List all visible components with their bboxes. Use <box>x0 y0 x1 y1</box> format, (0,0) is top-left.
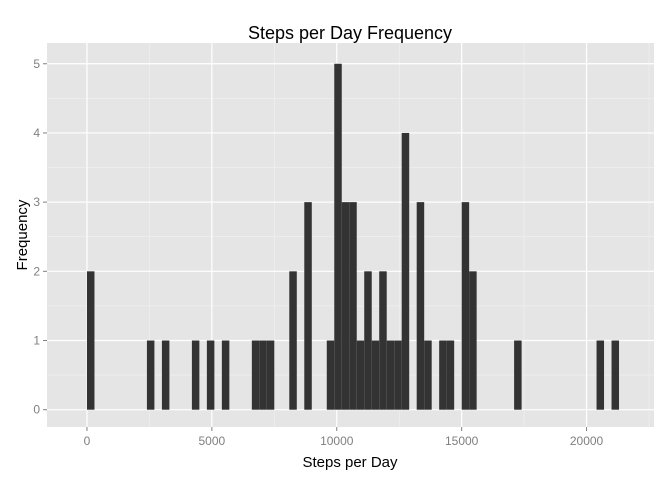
histogram-bar <box>416 202 425 410</box>
histogram-bar <box>439 340 447 410</box>
histogram-bar <box>401 132 410 410</box>
histogram-bar <box>386 340 395 410</box>
y-axis-title: Frequency <box>14 199 31 270</box>
y-tick-label: 2 <box>33 264 40 278</box>
histogram-bar <box>461 202 470 410</box>
histogram-bar <box>191 340 200 410</box>
x-tick-label: 20000 <box>570 434 604 448</box>
x-tick-labels: 0 5000 10000 15000 20000 <box>84 434 604 448</box>
histogram-bar <box>161 340 170 410</box>
histogram-bar <box>304 202 312 410</box>
x-tick-label: 10000 <box>320 434 354 448</box>
tick-marks <box>43 63 588 431</box>
y-tick-label: 4 <box>33 126 40 140</box>
histogram-bar <box>259 340 267 410</box>
histogram-bar <box>266 340 275 410</box>
histogram-bar <box>146 340 155 410</box>
histogram-bar <box>424 340 432 410</box>
histogram-bar <box>371 340 380 410</box>
histogram-bar <box>289 271 297 410</box>
x-tick-label: 15000 <box>445 434 479 448</box>
y-tick-label: 0 <box>33 403 40 417</box>
y-tick-labels: 0 1 2 3 4 5 <box>33 57 40 417</box>
histogram-bar <box>446 340 455 410</box>
histogram-bar <box>86 271 95 410</box>
histogram-bar <box>251 340 260 410</box>
histogram-bar <box>394 340 402 410</box>
x-axis-title: Steps per Day <box>302 454 398 471</box>
histogram-bar <box>469 271 477 410</box>
histogram-bar <box>221 340 230 410</box>
histogram-bar <box>364 271 372 410</box>
x-tick-label: 5000 <box>199 434 226 448</box>
histogram-bar <box>349 202 357 410</box>
histogram-bar <box>326 340 335 410</box>
histogram-bar <box>341 202 350 410</box>
histogram-bar <box>334 63 342 410</box>
y-tick-label: 5 <box>33 57 40 71</box>
histogram-bar <box>356 340 365 410</box>
histogram-bar <box>596 340 605 410</box>
y-tick-label: 1 <box>33 334 40 348</box>
x-tick-label: 0 <box>84 434 91 448</box>
histogram-bar <box>379 271 387 410</box>
chart-title: Steps per Day Frequency <box>248 23 452 43</box>
histogram-bar <box>611 340 620 410</box>
histogram-bars <box>86 63 620 410</box>
histogram-bar <box>514 340 522 410</box>
histogram-bar <box>206 340 215 410</box>
y-tick-label: 3 <box>33 195 40 209</box>
